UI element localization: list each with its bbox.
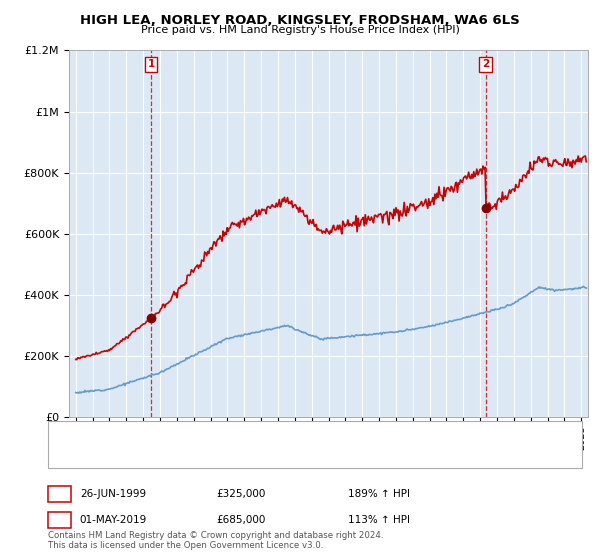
Text: 26-JUN-1999: 26-JUN-1999 xyxy=(80,489,146,499)
Text: 1: 1 xyxy=(148,59,155,69)
Text: 2: 2 xyxy=(55,513,64,526)
Text: Price paid vs. HM Land Registry's House Price Index (HPI): Price paid vs. HM Land Registry's House … xyxy=(140,25,460,35)
Text: 113% ↑ HPI: 113% ↑ HPI xyxy=(348,515,410,525)
Text: Contains HM Land Registry data © Crown copyright and database right 2024.
This d: Contains HM Land Registry data © Crown c… xyxy=(48,531,383,550)
Text: HIGH LEA, NORLEY ROAD, KINGSLEY, FRODSHAM, WA6 6LS: HIGH LEA, NORLEY ROAD, KINGSLEY, FRODSHA… xyxy=(80,14,520,27)
Text: 1: 1 xyxy=(55,487,64,501)
Text: £685,000: £685,000 xyxy=(216,515,265,525)
Text: 2: 2 xyxy=(482,59,490,69)
Text: £325,000: £325,000 xyxy=(216,489,265,499)
Text: 189% ↑ HPI: 189% ↑ HPI xyxy=(348,489,410,499)
Text: HPI: Average price, detached house, Cheshire West and Chester: HPI: Average price, detached house, Ches… xyxy=(93,451,407,461)
Text: 01-MAY-2019: 01-MAY-2019 xyxy=(80,515,147,525)
Text: HIGH LEA, NORLEY ROAD, KINGSLEY, FRODSHAM, WA6 6LS (detached house): HIGH LEA, NORLEY ROAD, KINGSLEY, FRODSHA… xyxy=(93,429,472,439)
